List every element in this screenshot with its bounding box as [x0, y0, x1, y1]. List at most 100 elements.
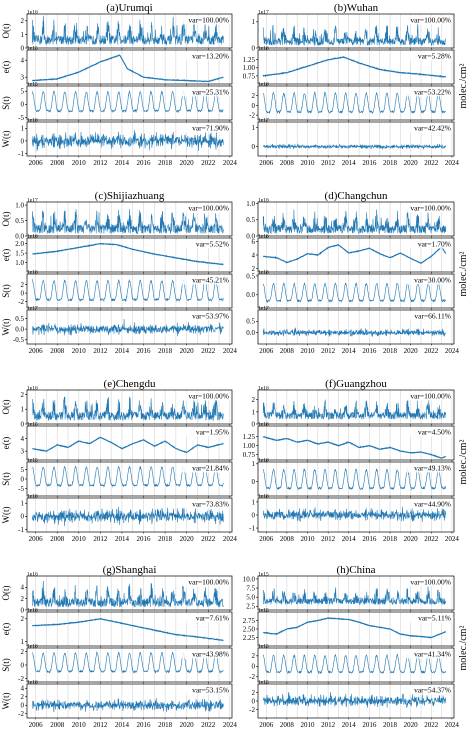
series-line	[263, 143, 446, 150]
y-tick-label: 1.25	[243, 433, 256, 441]
x-tick-label: 2008	[50, 721, 65, 729]
panel-5: (f)Guangzhou0121e16var=100.00%0.751.001.…	[243, 378, 460, 543]
y-tick-label: -2	[249, 706, 255, 714]
var-label-bg	[182, 123, 230, 133]
component-label: O(t)	[1, 400, 11, 415]
variance-label: var=1.70%	[418, 240, 451, 249]
x-tick-label: 2014	[115, 535, 130, 543]
var-label-bg	[182, 391, 230, 401]
y-tick-label: 0.5	[246, 272, 255, 280]
var-label-bg	[404, 87, 452, 97]
x-tick-label: 2018	[383, 159, 398, 167]
y-tick-label: 0.75	[243, 72, 256, 80]
x-tick-label: 2018	[158, 721, 173, 729]
exponent-label: 1e17	[258, 118, 269, 124]
y-tick-label: 0.75	[243, 451, 256, 459]
series-line	[262, 653, 446, 675]
y-tick-label: 2.50	[243, 625, 256, 633]
y-tick-label: 2	[252, 396, 256, 404]
x-tick-label: 2016	[137, 535, 152, 543]
var-label-bg	[404, 15, 452, 25]
panel-title: (g)Shanghai	[103, 564, 157, 576]
series-line	[32, 242, 224, 266]
y-tick-label: -5	[18, 114, 24, 122]
x-tick-label: 2012	[321, 347, 336, 355]
x-tick-label: 2010	[72, 535, 87, 543]
y-tick-label: 1.5	[15, 250, 24, 258]
series-line	[262, 435, 447, 459]
y-tick-label: 2.0	[15, 240, 24, 248]
x-tick-label: 2010	[301, 347, 316, 355]
variance-label: var=21.84%	[192, 464, 229, 473]
x-tick-label: 2022	[424, 721, 439, 729]
variance-label: var=30.00%	[414, 276, 451, 285]
y-tick-label: 3	[21, 448, 25, 456]
panels-layer: (a)Urumqi0121e16var=100.00%O(t)341e15var…	[1, 2, 469, 729]
x-tick-label: 2020	[404, 159, 419, 167]
series-line	[262, 55, 446, 78]
y-tick-label: 0.0	[246, 291, 255, 299]
y-tick-label: 0	[21, 44, 25, 52]
y-tick-label: 6	[252, 238, 256, 246]
x-tick-label: 2016	[362, 159, 377, 167]
y-tick-label: -1	[249, 524, 255, 532]
variance-label: var=100.00%	[188, 578, 229, 587]
y-tick-label: 0	[252, 663, 256, 671]
x-tick-label: 2024	[445, 159, 460, 167]
variance-label: var=100.00%	[410, 16, 451, 25]
x-tick-label: 2008	[50, 535, 65, 543]
panel-title: (h)China	[336, 564, 375, 576]
exponent-label: 1e16	[258, 46, 269, 52]
x-tick-label: 2020	[180, 721, 195, 729]
exponent-label: 1e15	[258, 680, 269, 686]
x-tick-label: 2012	[321, 535, 336, 543]
component-label: W(t)	[1, 507, 11, 524]
exponent-label: 1e16	[27, 234, 38, 240]
y-tick-label: 0.0	[246, 329, 255, 337]
panel-title: (b)Wuhan	[334, 2, 379, 14]
var-label-bg	[182, 275, 230, 285]
x-tick-label: 2006	[259, 159, 274, 167]
x-tick-label: 2024	[223, 159, 238, 167]
axes-frame	[257, 647, 455, 683]
y-tick-label: 4	[252, 251, 256, 259]
y-tick-label: 1.00	[243, 64, 256, 72]
axes-frame	[26, 309, 233, 345]
y-tick-label: 7.5	[246, 584, 255, 592]
component-label: S(t)	[1, 284, 11, 298]
var-label-bg	[404, 463, 452, 473]
series-line	[262, 586, 446, 606]
x-tick-label: 2014	[342, 721, 357, 729]
y-tick-label: 0	[21, 290, 25, 298]
y-tick-label: -5	[18, 485, 24, 493]
panel-6: (g)Shanghai0241e16var=100.00%O(t)121e16v…	[1, 564, 237, 729]
variance-label: var=49.13%	[414, 464, 451, 473]
exponent-label: 1e16	[27, 680, 38, 686]
axes-frame	[257, 309, 455, 345]
axes-frame	[26, 121, 233, 157]
exponent-label: 1e15	[27, 458, 38, 464]
x-tick-label: 2012	[93, 721, 108, 729]
variance-label: var=13.20%	[192, 52, 229, 61]
axes-frame	[257, 201, 455, 237]
y-tick-label: 0	[21, 420, 25, 428]
y-tick-label: -2	[18, 675, 24, 683]
axes-frame	[257, 575, 455, 611]
x-tick-label: 2016	[362, 347, 377, 355]
axes-frame	[257, 273, 455, 309]
x-tick-label: 2008	[280, 347, 295, 355]
x-tick-label: 2018	[383, 721, 398, 729]
var-label-bg	[182, 499, 230, 509]
x-tick-label: 2016	[137, 347, 152, 355]
var-label-bg	[404, 275, 452, 285]
y-tick-label: 2	[252, 92, 256, 100]
